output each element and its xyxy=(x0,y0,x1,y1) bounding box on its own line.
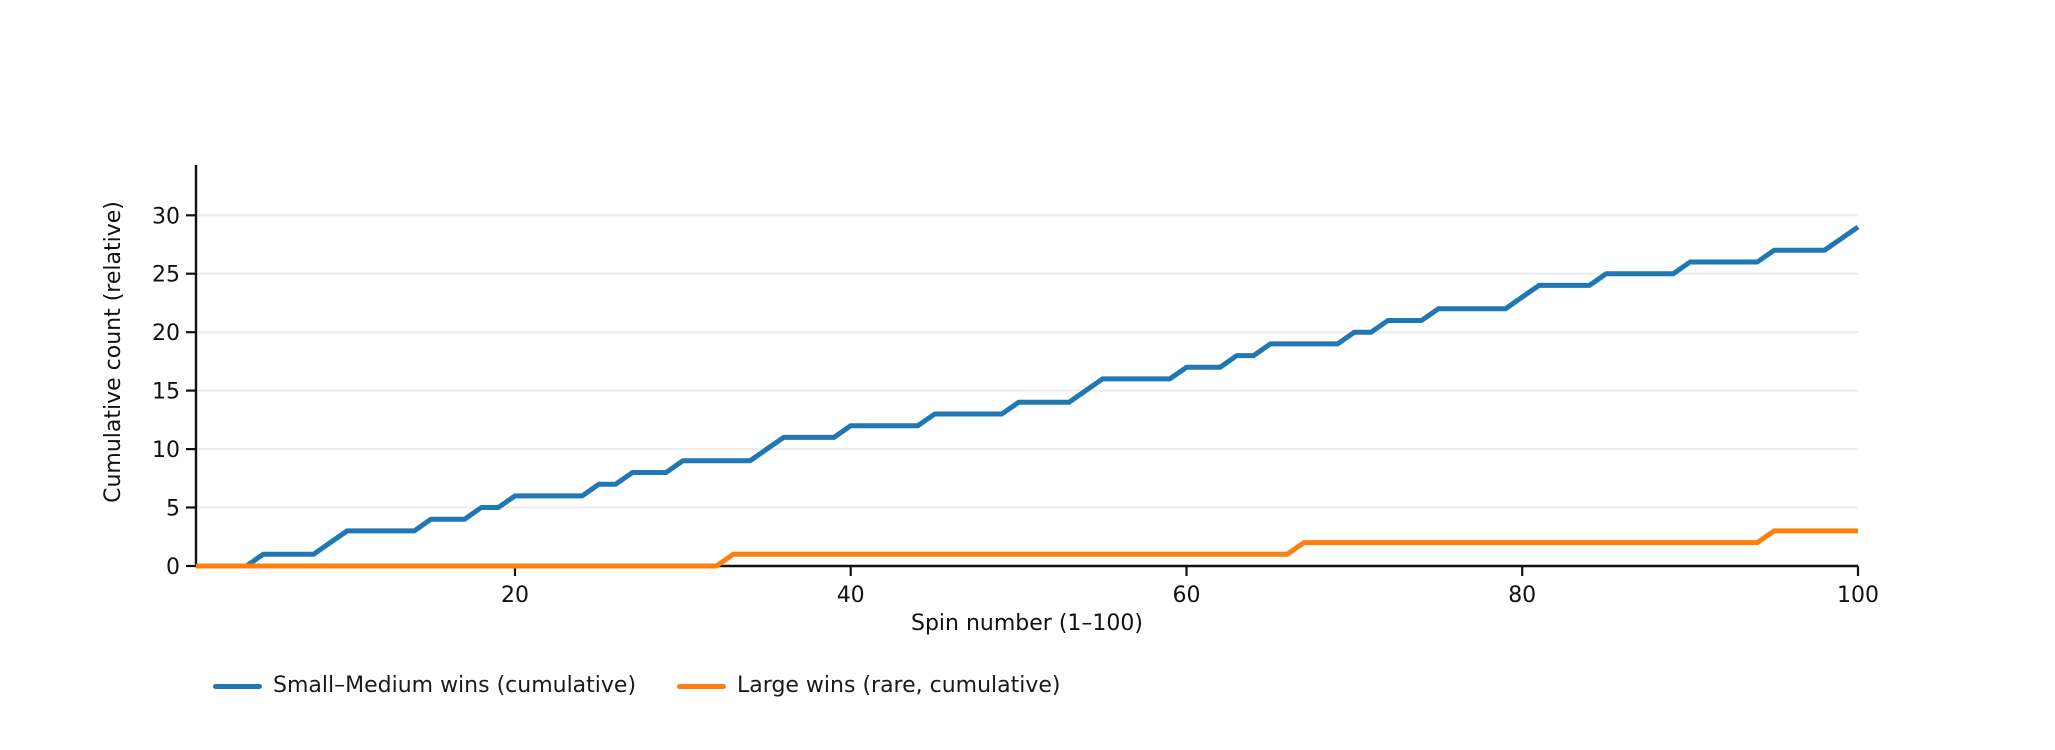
legend-label-large: Large wins (rare, cumulative) xyxy=(737,673,1061,698)
legend: Small–Medium wins (cumulative) Large win… xyxy=(213,671,1061,701)
legend-item-small-medium: Small–Medium wins (cumulative) xyxy=(213,671,636,701)
y-axis-label: Cumulative count (relative) xyxy=(101,201,126,503)
x-tick-label-80: 80 xyxy=(1508,583,1536,608)
x-tick-label-20: 20 xyxy=(501,583,529,608)
x-tick-label-40: 40 xyxy=(837,583,865,608)
x-tick-label-100: 100 xyxy=(1837,583,1879,608)
x-tick-label-60: 60 xyxy=(1173,583,1201,608)
y-tick-label-5: 5 xyxy=(166,497,180,522)
y-tick-label-10: 10 xyxy=(152,438,180,463)
y-tick-label-15: 15 xyxy=(152,380,180,405)
y-tick-label-20: 20 xyxy=(152,321,180,346)
x-axis-label: Spin number (1–100) xyxy=(911,611,1143,636)
y-tick-label-30: 30 xyxy=(152,204,180,229)
series-line-0 xyxy=(196,224,1860,569)
series-layer xyxy=(196,224,1860,569)
gridlines-layer xyxy=(196,214,1858,567)
series-line-1 xyxy=(196,528,1858,569)
y-tick-label-0: 0 xyxy=(166,555,180,580)
axes-layer: 0 5 10 15 20 25 30 20 40 60 80 100 xyxy=(152,165,1879,608)
legend-item-large: Large wins (rare, cumulative) xyxy=(677,671,1061,701)
legend-swatch-small-medium xyxy=(213,683,262,689)
y-tick-label-25: 25 xyxy=(152,263,180,288)
legend-label-small-medium: Small–Medium wins (cumulative) xyxy=(273,673,637,698)
legend-swatch-large xyxy=(677,683,727,689)
